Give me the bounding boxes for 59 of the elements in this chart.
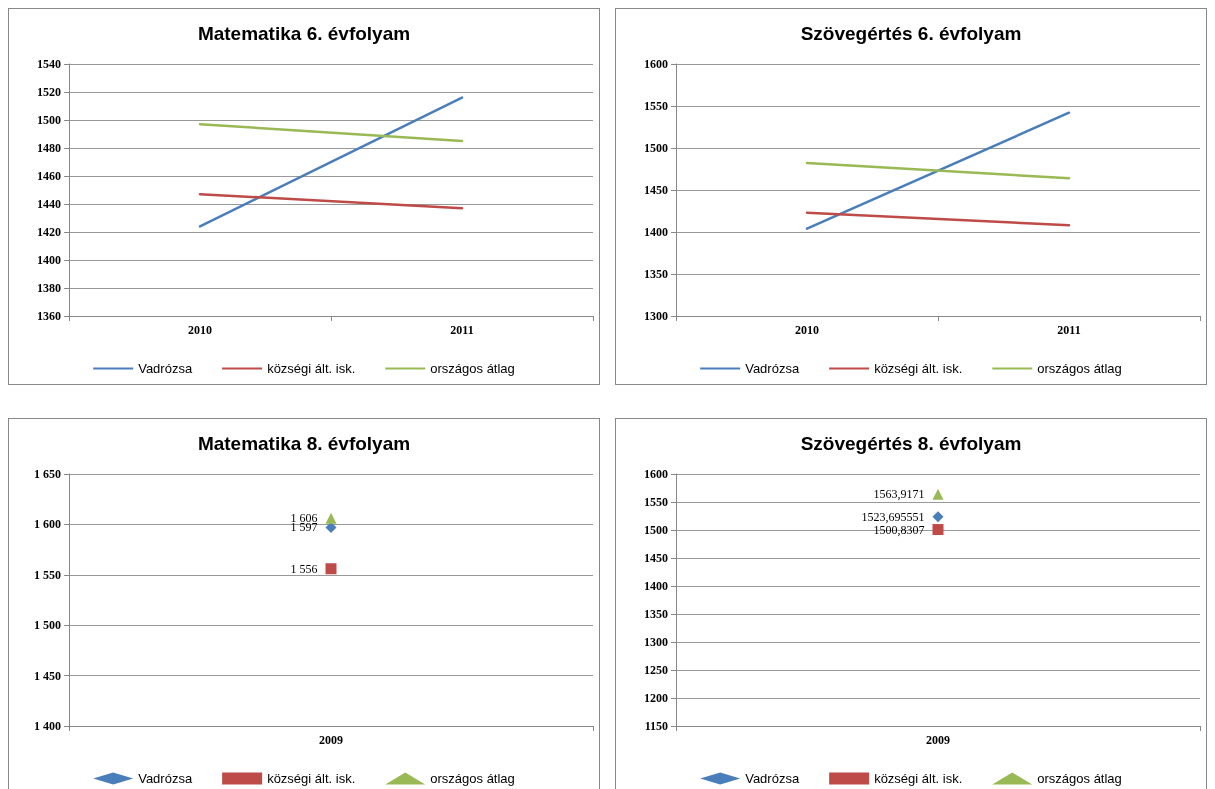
y-tick-label: 1600 [644,57,668,71]
y-tick-label: 1 600 [34,517,61,532]
legend-label: Vadrózsa [745,361,800,376]
y-tick-label: 1 400 [34,719,61,733]
x-tick-label: 2009 [926,733,950,747]
legend-label: községi ált. isk. [267,771,356,786]
y-tick-label: 1540 [37,57,61,71]
y-tick-label: 1500 [644,141,668,155]
y-tick-label: 1300 [644,309,668,323]
y-tick-label: 1450 [644,183,668,197]
y-tick-label: 1360 [37,309,61,323]
y-tick-label: 1600 [644,467,668,481]
y-tick-label: 1400 [37,253,61,267]
y-tick-label: 1440 [37,197,61,211]
y-tick-label: 1400 [644,579,668,593]
chart-title: Szövegértés 8. évfolyam [800,433,1022,454]
x-tick-label: 2011 [1057,323,1081,337]
y-tick-label: 1550 [644,99,668,113]
legend-label: Vadrózsa [745,771,800,786]
y-tick-label: 1 650 [34,467,61,481]
y-tick-label: 1 500 [34,618,61,633]
y-tick-label: 1350 [644,267,668,281]
y-tick-label: 1300 [644,635,668,649]
data-label: 1500,8307 [873,522,925,537]
y-tick-label: 1200 [644,691,668,705]
y-tick-label: 1500 [644,523,668,537]
y-tick-label: 1450 [644,551,668,565]
data-label: 1563,9171 [873,487,925,502]
y-tick-label: 1420 [37,225,61,239]
legend-label: országos átlag [430,771,515,786]
legend-label: országos átlag [1037,361,1122,376]
legend-label: országos átlag [1037,771,1122,786]
y-tick-label: 1 450 [34,668,61,683]
legend-label: községi ált. isk. [874,771,963,786]
legend-label: Vadrózsa [138,771,193,786]
x-tick-label: 2010 [795,323,819,337]
y-tick-label: 1350 [644,607,668,621]
y-tick-label: 1520 [37,85,61,99]
data-label: 1523,695551 [861,509,925,524]
x-tick-label: 2011 [450,323,474,337]
legend-label: országos átlag [430,361,515,376]
data-label: 1 556 [290,561,318,576]
y-tick-label: 1380 [37,281,61,295]
y-tick-label: 1 550 [34,567,61,582]
y-tick-label: 1460 [37,169,61,183]
y-tick-label: 1400 [644,225,668,239]
legend-label: községi ált. isk. [874,361,963,376]
chart-title: Szövegértés 6. évfolyam [800,23,1022,44]
x-tick-label: 2009 [319,733,343,747]
chart-title: Matematika 8. évfolyam [197,433,411,454]
legend-label: községi ált. isk. [267,361,356,376]
legend-label: Vadrózsa [138,361,193,376]
y-tick-label: 1250 [644,663,668,677]
x-tick-label: 2010 [188,323,212,337]
y-tick-label: 1500 [37,113,61,127]
y-tick-label: 1150 [644,719,668,733]
y-tick-label: 1550 [644,495,668,509]
chart-title: Matematika 6. évfolyam [197,23,411,44]
y-tick-label: 1480 [37,141,61,155]
